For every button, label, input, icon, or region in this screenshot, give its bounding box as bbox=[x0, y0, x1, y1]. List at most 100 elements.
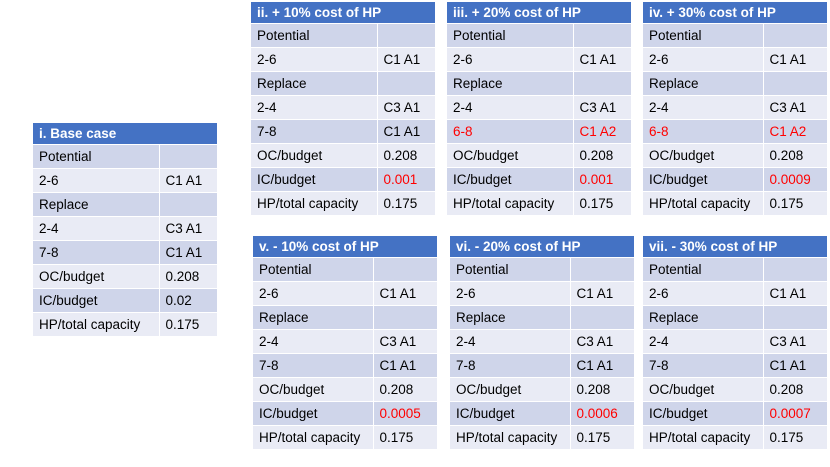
row-value: C1 A1 bbox=[569, 281, 635, 306]
table-plus-30: iv. + 30% cost of HP Potential 2-6 C1 A1 … bbox=[643, 1, 828, 216]
table-row: 2-6 C1 A1 bbox=[450, 281, 635, 306]
row-label: OC/budget bbox=[253, 377, 373, 402]
row-value bbox=[572, 71, 632, 96]
row-label: 2-4 bbox=[643, 329, 763, 354]
row-label: Replace bbox=[450, 305, 570, 330]
table-row: Replace bbox=[253, 305, 437, 330]
row-label: IC/budget bbox=[643, 401, 763, 426]
row-value: C1 A1 bbox=[569, 353, 635, 378]
row-value: 0.175 bbox=[569, 425, 635, 450]
table-row: Replace bbox=[33, 192, 217, 217]
row-value: C3 A1 bbox=[372, 329, 437, 354]
table-row: HP/total capacity 0.175 bbox=[33, 312, 217, 337]
row-label: 2-6 bbox=[251, 47, 377, 72]
table-row: IC/budget 0.001 bbox=[447, 167, 632, 192]
table-row: Potential bbox=[450, 257, 635, 282]
table-row: 2-6 C1 A1 bbox=[253, 281, 437, 306]
row-label: 2-4 bbox=[643, 95, 763, 120]
row-label: OC/budget bbox=[450, 377, 570, 402]
table-title: v. - 10% cost of HP bbox=[253, 235, 437, 258]
table-row: 2-4 C3 A1 bbox=[643, 95, 828, 120]
table-row: 7-8 C1 A1 bbox=[643, 353, 828, 378]
table-minus-10: v. - 10% cost of HP Potential 2-6 C1 A1 R… bbox=[253, 235, 437, 450]
row-label: HP/total capacity bbox=[253, 425, 373, 450]
row-label: Replace bbox=[447, 71, 573, 96]
row-value: 0.175 bbox=[762, 425, 828, 450]
table-row: Replace bbox=[447, 71, 632, 96]
table-minus-20: vi. - 20% cost of HP Potential 2-6 C1 A1 … bbox=[450, 235, 635, 450]
row-label: Replace bbox=[251, 71, 377, 96]
row-label: 7-8 bbox=[251, 119, 377, 144]
row-value: C1 A1 bbox=[158, 240, 217, 265]
row-label: 2-6 bbox=[450, 281, 570, 306]
table-row: IC/budget 0.0009 bbox=[643, 167, 828, 192]
row-label: 2-6 bbox=[643, 47, 763, 72]
table-title: ii. + 10% cost of HP bbox=[251, 1, 436, 24]
table-row: HP/total capacity 0.175 bbox=[643, 191, 828, 216]
table-row: 2-4 C3 A1 bbox=[253, 329, 437, 354]
table-row: 2-4 C3 A1 bbox=[447, 95, 632, 120]
row-label: 7-8 bbox=[33, 240, 159, 265]
row-label: IC/budget bbox=[643, 167, 763, 192]
table-row: HP/total capacity 0.175 bbox=[251, 191, 436, 216]
table-row: 2-4 C3 A1 bbox=[450, 329, 635, 354]
row-label: OC/budget bbox=[447, 143, 573, 168]
table-base-case: i. Base case Potential 2-6 C1 A1 Replace … bbox=[33, 122, 217, 337]
row-label: 7-8 bbox=[643, 353, 763, 378]
row-label: OC/budget bbox=[251, 143, 377, 168]
table-row: 2-6 C1 A1 bbox=[33, 168, 217, 193]
row-value: C3 A1 bbox=[572, 95, 632, 120]
table-row: Potential bbox=[643, 257, 828, 282]
row-label: Potential bbox=[450, 257, 570, 282]
table-row: OC/budget 0.208 bbox=[643, 143, 828, 168]
row-value bbox=[158, 192, 217, 217]
row-value bbox=[762, 71, 828, 96]
table-row: IC/budget 0.0005 bbox=[253, 401, 437, 426]
row-value: C3 A1 bbox=[762, 95, 828, 120]
row-label: 2-4 bbox=[253, 329, 373, 354]
row-label: HP/total capacity bbox=[643, 191, 763, 216]
row-label: IC/budget bbox=[450, 401, 570, 426]
row-value: 0.175 bbox=[158, 312, 217, 337]
row-label: 7-8 bbox=[253, 353, 373, 378]
table-row: Replace bbox=[251, 71, 436, 96]
table-plus-20: iii. + 20% cost of HP Potential 2-6 C1 A1… bbox=[447, 1, 632, 216]
row-label: Potential bbox=[643, 23, 763, 48]
row-value bbox=[762, 23, 828, 48]
row-label: 2-4 bbox=[450, 329, 570, 354]
row-value: C1 A2 bbox=[762, 119, 828, 144]
row-value: 0.208 bbox=[569, 377, 635, 402]
row-label: 2-6 bbox=[253, 281, 373, 306]
table-minus-30: vii. - 30% cost of HP Potential 2-6 C1 A1… bbox=[643, 235, 828, 450]
table-row: 2-4 C3 A1 bbox=[643, 329, 828, 354]
row-label: HP/total capacity bbox=[33, 312, 159, 337]
table-title: vi. - 20% cost of HP bbox=[450, 235, 635, 258]
row-value: 0.208 bbox=[376, 143, 436, 168]
table-title: iii. + 20% cost of HP bbox=[447, 1, 632, 24]
table-row: IC/budget 0.02 bbox=[33, 288, 217, 313]
row-label: Potential bbox=[33, 144, 159, 169]
table-row: OC/budget 0.208 bbox=[450, 377, 635, 402]
table-row: Replace bbox=[643, 71, 828, 96]
row-value: 0.0007 bbox=[762, 401, 828, 426]
row-value: 0.0006 bbox=[569, 401, 635, 426]
row-label: IC/budget bbox=[33, 288, 159, 313]
table-row: 7-8 C1 A1 bbox=[33, 240, 217, 265]
row-label: 2-4 bbox=[33, 216, 159, 241]
row-value: C1 A1 bbox=[158, 168, 217, 193]
row-value: C3 A1 bbox=[158, 216, 217, 241]
row-value: C1 A1 bbox=[376, 119, 436, 144]
row-label: 2-6 bbox=[643, 281, 763, 306]
row-label: IC/budget bbox=[253, 401, 373, 426]
table-row: 7-8 C1 A1 bbox=[251, 119, 436, 144]
row-value: 0.208 bbox=[762, 377, 828, 402]
row-label: OC/budget bbox=[643, 143, 763, 168]
row-value bbox=[376, 71, 436, 96]
table-row: OC/budget 0.208 bbox=[253, 377, 437, 402]
table-row: HP/total capacity 0.175 bbox=[253, 425, 437, 450]
row-value: 0.175 bbox=[762, 191, 828, 216]
row-value: C1 A1 bbox=[372, 353, 437, 378]
row-label: Replace bbox=[33, 192, 159, 217]
table-row: 2-6 C1 A1 bbox=[643, 47, 828, 72]
row-value: C1 A1 bbox=[376, 47, 436, 72]
